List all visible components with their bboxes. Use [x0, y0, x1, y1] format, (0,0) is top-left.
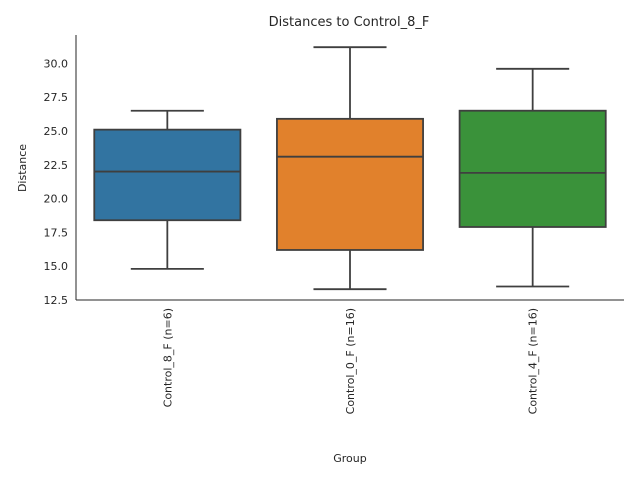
box	[276, 117, 424, 251]
x-tick-label: Control_0_F (n=16)	[344, 308, 357, 414]
box-group	[276, 46, 424, 291]
y-tick-label: 30.0	[44, 57, 69, 70]
box	[93, 128, 242, 222]
y-tick-label: 27.5	[44, 91, 69, 104]
x-tick-label: Control_4_F (n=16)	[527, 308, 540, 414]
y-tick-label: 22.5	[44, 159, 69, 172]
box-group	[93, 109, 242, 270]
chart-title: Distances to Control_8_F	[269, 15, 430, 30]
y-axis-label: Distance	[16, 144, 29, 192]
x-axis-label: Group	[333, 452, 367, 465]
y-tick-label: 15.0	[44, 260, 69, 273]
box-group	[458, 67, 607, 288]
y-tick-label: 20.0	[44, 193, 69, 206]
y-tick-label: 17.5	[44, 226, 69, 239]
x-tick-label: Control_8_F (n=6)	[161, 308, 174, 407]
box	[458, 109, 607, 228]
y-tick-label: 25.0	[44, 125, 69, 138]
y-tick-label: 12.5	[44, 294, 69, 307]
